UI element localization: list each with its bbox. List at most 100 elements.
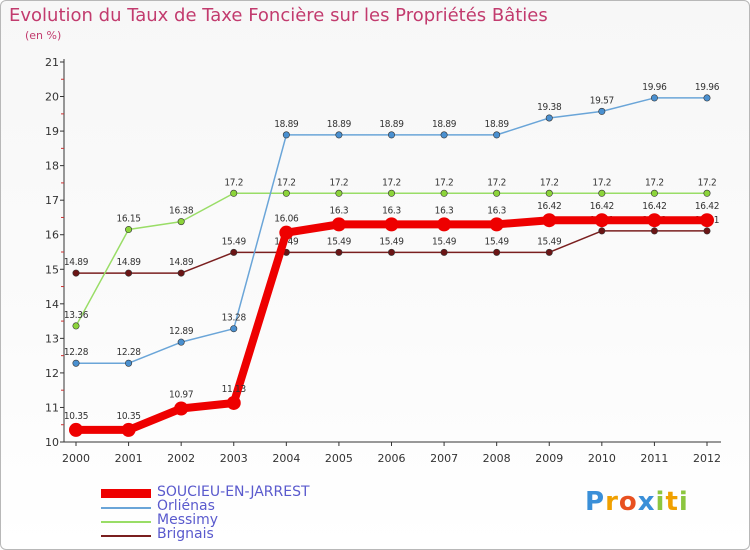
data-label: 11.13 [222,384,246,395]
data-point [703,94,711,102]
data-label: 15.49 [537,236,562,247]
legend-swatch-soucieu [101,489,151,498]
x-tick-label: 2010 [588,452,616,465]
data-point [125,226,133,234]
data-point [493,189,501,197]
y-tick-label: 18 [45,160,59,173]
y-tick-label: 20 [45,91,59,104]
y-tick-label: 17 [45,194,59,207]
data-label: 12.28 [64,347,89,358]
data-label: 12.28 [116,347,141,358]
legend-label-messimy: Messimy [157,512,219,528]
data-label: 10.35 [116,411,140,422]
data-point [72,269,80,277]
data-point [437,217,452,232]
x-tick-label: 2007 [430,452,458,465]
data-label: 17.2 [382,177,401,188]
data-label: 19.38 [537,102,562,113]
logo-letter: i [655,487,666,517]
x-tick-label: 2000 [62,452,90,465]
data-point [647,213,662,228]
data-label: 16.42 [695,201,719,212]
data-label: 18.89 [432,119,457,130]
data-point [650,227,658,235]
data-point [230,325,238,333]
data-point [230,189,238,197]
data-label: 16.06 [274,214,299,225]
data-point [650,189,658,197]
data-point [72,359,80,367]
data-label: 14.89 [116,257,141,268]
data-point [542,213,557,228]
x-tick-label: 2001 [115,452,143,465]
data-point [335,248,343,256]
data-label: 15.49 [327,236,352,247]
data-point [493,131,501,139]
data-point [493,248,501,256]
data-label: 17.2 [277,177,296,188]
data-label: 14.89 [169,257,194,268]
data-label: 15.49 [432,236,457,247]
x-tick-label: 2002 [167,452,195,465]
x-tick-label: 2006 [378,452,406,465]
data-point [598,227,606,235]
y-tick-label: 10 [45,436,59,449]
data-point [387,131,395,139]
data-point [545,189,553,197]
legend-swatch-messimy [101,521,151,523]
data-label: 17.2 [435,177,454,188]
y-tick-label: 21 [45,56,59,69]
data-point [594,213,609,228]
data-label: 17.2 [330,177,349,188]
data-label: 17.2 [698,177,717,188]
data-point [335,131,343,139]
legend-label-brignais: Brignais [157,526,214,542]
data-label: 19.96 [642,82,667,93]
data-label: 16.42 [590,201,614,212]
data-point [703,189,711,197]
data-point [174,401,189,416]
y-tick-label: 13 [45,332,59,345]
y-tick-label: 19 [45,125,59,138]
data-point [650,94,658,102]
legend-swatch-brignais [101,535,151,537]
data-point [489,217,504,232]
data-label: 12.89 [169,326,194,337]
data-point [121,422,136,437]
x-tick-label: 2012 [693,452,721,465]
y-tick-label: 15 [45,263,59,276]
x-tick-label: 2009 [535,452,563,465]
logo-letter: P [585,487,606,517]
data-label: 16.3 [435,205,454,216]
data-label: 15.49 [222,236,247,247]
legend-label-soucieu: SOUCIEU-EN-JARREST [157,484,310,500]
data-point [598,107,606,115]
data-point [177,338,185,346]
logo-letter: x [637,487,656,517]
x-tick-label: 2005 [325,452,353,465]
data-point [387,189,395,197]
data-point [545,114,553,122]
data-point [177,218,185,226]
data-label: 16.38 [169,206,194,217]
y-tick-label: 11 [45,401,59,414]
x-tick-label: 2004 [272,452,300,465]
data-point [72,322,80,330]
data-label: 15.49 [379,236,404,247]
data-label: 19.96 [695,82,720,93]
data-label: 18.89 [379,119,404,130]
data-point [125,269,133,277]
data-label: 13.36 [64,310,89,321]
data-label: 19.57 [590,95,614,106]
data-label: 14.89 [64,257,89,268]
chart-title: Evolution du Taux de Taxe Foncière sur l… [9,5,548,26]
data-label: 10.97 [169,389,193,400]
data-point [282,189,290,197]
x-tick-label: 2011 [640,452,668,465]
data-label: 15.49 [485,236,510,247]
legend-swatch-orlienas [101,507,151,509]
data-point [700,213,714,228]
data-point [69,422,83,437]
